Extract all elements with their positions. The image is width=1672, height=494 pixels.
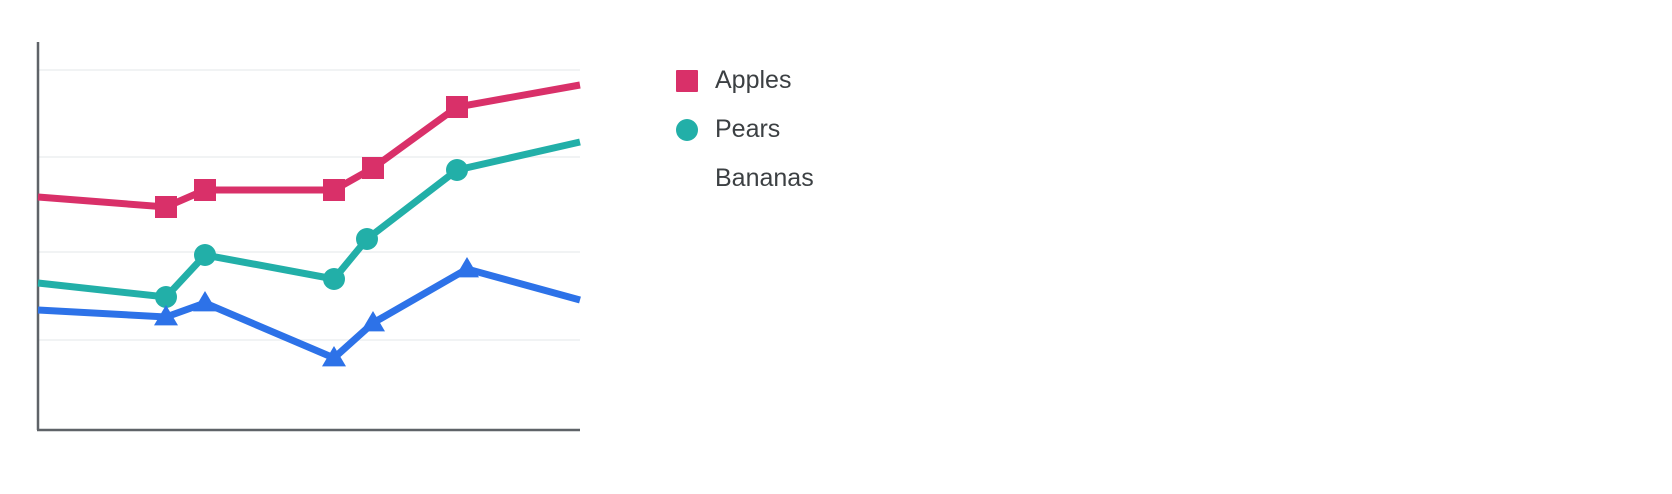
marker-bananas-3 — [322, 346, 346, 367]
gridlines — [39, 69, 580, 341]
legend-item-bananas[interactable]: Bananas — [676, 154, 814, 203]
marker-apples-4 — [362, 157, 384, 179]
legend-item-pears[interactable]: Pears — [676, 105, 814, 154]
legend-label-bananas: Bananas — [715, 164, 814, 192]
marker-apples-1 — [155, 196, 177, 218]
legend-item-apples[interactable]: Apples — [676, 56, 814, 105]
legend-label-apples: Apples — [715, 66, 792, 94]
marker-pears-3 — [323, 268, 345, 290]
marker-apples-5 — [446, 96, 468, 118]
marker-bananas-4 — [361, 311, 385, 332]
marker-bananas-2 — [193, 291, 217, 312]
series-markers — [154, 96, 479, 367]
series-line-bananas — [37, 265, 581, 363]
legend-label-pears: Pears — [715, 115, 781, 143]
series-line-apples — [37, 81, 581, 211]
marker-pears-1 — [155, 286, 177, 308]
marker-pears-4 — [356, 228, 378, 250]
legend-marker-square-icon — [676, 69, 698, 92]
series-line-pears — [37, 138, 581, 301]
series-lines — [37, 81, 581, 363]
chart-legend: Apples Pears Bananas — [676, 56, 814, 203]
marker-apples-3 — [323, 179, 345, 201]
marker-pears-2 — [194, 244, 216, 266]
marker-pears-5 — [446, 159, 468, 181]
marker-bananas-5 — [455, 257, 479, 278]
legend-marker-circle-icon — [676, 118, 698, 141]
axis-lines — [36, 42, 580, 432]
marker-bananas-1 — [154, 305, 178, 326]
marker-apples-2 — [194, 179, 216, 201]
